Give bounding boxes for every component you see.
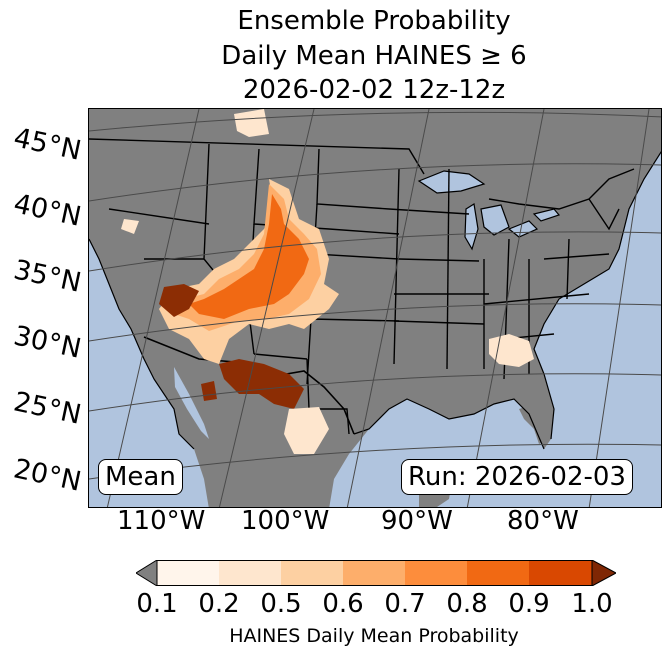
lon-label-90w: 90°W [381,506,453,536]
colorbar-outline [156,560,593,586]
colorbar-tick-2: 0.5 [260,589,302,619]
mean-label-box: Mean [98,459,183,495]
colorbar-tick-4: 0.7 [384,589,426,619]
great-lakes [417,170,561,251]
lat-label-20: 20°N [10,453,84,498]
colorbar-tick-1: 0.2 [198,589,240,619]
colorbar-tick-6: 0.9 [508,589,550,619]
colorbar-under-arrow [136,560,158,586]
title-line-1: Ensemble Probability [237,6,511,36]
gulf-of-california [174,367,209,439]
land-north-america [89,109,661,507]
land-baja [147,337,207,454]
colorbar-bin-3 [281,560,343,586]
us-canada-border [89,138,635,210]
lon-label-80w: 80°W [507,506,579,536]
colorbar-bin-5 [405,560,467,586]
colorbar-bin-6 [467,560,529,586]
colorbar-bin-2 [219,560,281,586]
colorbar-bin-1 [157,560,219,586]
graticule [89,109,661,507]
title-line-3: 2026-02-02 12z-12z [242,75,506,105]
colorbar-bin-4 [343,560,405,586]
lat-label-40: 40°N [10,188,84,233]
lon-label-100w: 100°W [241,506,330,536]
colorbar-tick-7: 1.0 [571,589,613,619]
lat-label-30: 30°N [10,320,84,365]
colorbar-tick-3: 0.6 [322,589,364,619]
lat-label-45: 45°N [10,122,84,167]
colorbar-over-arrow [591,560,616,586]
colorbar-tick-0: 0.1 [136,589,178,619]
lat-label-35: 35°N [10,254,84,299]
colorbar-bin-7 [529,560,592,586]
lon-label-110w: 110°W [117,506,206,536]
title-line-2: Daily Mean HAINES ≥ 6 [221,41,527,71]
lat-label-25: 25°N [10,386,84,431]
prob-area-orange [189,194,309,319]
map-canvas [89,109,661,507]
prob-area-dark [159,284,304,409]
run-date-box: Run: 2026-02-03 [401,459,633,495]
probability-field [121,109,534,454]
map-panel [88,108,662,508]
colorbar [136,560,616,586]
coastline [89,151,661,450]
colorbar-tick-5: 0.8 [446,589,488,619]
colorbar-label: HAINES Daily Mean Probability [229,625,519,647]
